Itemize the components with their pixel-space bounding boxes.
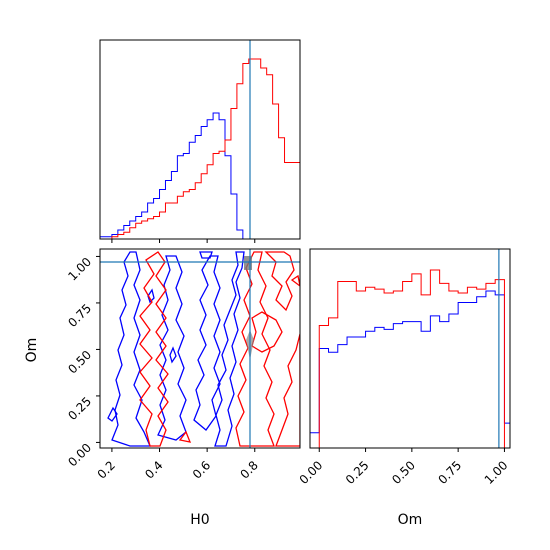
blue-contour-outer-right [214,251,245,447]
om-tick-label-2: 0.50 [65,348,94,377]
red-contour-mid-right [251,311,283,353]
h0-tick-label-2: 0.6 [190,458,213,481]
om-marginal-panel: 0.00 0.25 0.50 0.75 1.00 Om [297,248,511,528]
om-x-tick-label-4: 1.00 [482,458,511,487]
red-contour-far-right [275,333,300,447]
blue-contour-island-1 [107,406,118,422]
h0-hist-series-0 [100,112,300,239]
blue-contour-outer [111,251,151,447]
om-marginal-frame [309,248,511,449]
om-x-tick-label-1: 0.25 [343,458,372,487]
om-tick-label-1: 0.25 [65,394,94,423]
blue-contour-island-2 [169,346,177,364]
om-axis-label-x: Om [398,512,423,528]
h0-tick-label-0: 0.2 [95,458,118,481]
om-hist-series-0 [310,290,510,448]
h0-marginal-panel [99,39,301,243]
om-hist-series-1 [310,269,510,448]
blue-contour-inner [157,255,187,441]
om-x-tick-label-0: 0.00 [297,458,326,487]
om-tick-label-3: 0.75 [65,301,94,330]
om-tick-label-4: 1.00 [65,255,94,284]
om-x-tick-label-3: 0.75 [435,458,464,487]
om-tick-label-0: 0.00 [65,441,94,470]
blue-contour-inner-right [193,255,221,431]
h0-marginal-frame [99,39,301,240]
h0-tick-label-1: 0.4 [142,458,165,481]
red-contour-island-1 [178,430,192,443]
h0-hist-series-1 [100,58,300,239]
blue-contour-island-4 [199,251,213,259]
h0-axis-label: H0 [190,512,209,528]
om-axis-label-y: Om [24,338,40,363]
red-contour-top-right [264,251,295,312]
joint-contour-panel: 0.2 0.4 0.6 0.8 0.00 0.25 0.50 0.75 1.00 H0 Om [24,248,301,528]
blue-contour-island-3 [147,288,155,304]
red-contour-island-2 [290,274,300,287]
joint-frame [99,248,301,449]
om-x-tick-label-2: 0.50 [389,458,418,487]
red-contour-outer [139,251,169,447]
h0-tick-label-3: 0.8 [237,458,260,481]
gray-truth-marker [244,256,252,270]
red-contour-right [235,251,275,447]
